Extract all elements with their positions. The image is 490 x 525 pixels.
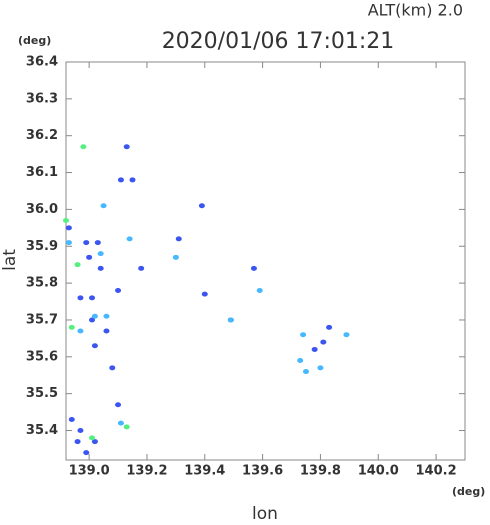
echo-point xyxy=(311,346,318,352)
x-tick-label: 139.2 xyxy=(126,464,167,479)
echo-point xyxy=(65,225,72,231)
echo-point xyxy=(115,287,122,293)
y-tick-label: 35.5 xyxy=(26,386,58,401)
echo-point xyxy=(97,251,104,257)
y-tick-label: 36.4 xyxy=(26,55,58,70)
x-tick-label: 139.8 xyxy=(300,464,341,479)
y-axis-label: lat xyxy=(0,249,20,271)
echo-point xyxy=(300,332,307,338)
echo-point xyxy=(80,144,87,150)
echo-point xyxy=(129,177,136,183)
echo-point xyxy=(83,240,90,246)
echo-point xyxy=(123,424,130,430)
x-tick-label: 140.0 xyxy=(358,464,399,479)
y-tick-label: 36.3 xyxy=(26,91,58,106)
echo-point xyxy=(103,313,110,319)
echo-point xyxy=(89,435,96,441)
echo-point xyxy=(256,287,263,293)
x-tick-label: 139.0 xyxy=(69,464,110,479)
x-unit: (deg) xyxy=(452,485,485,498)
echo-point xyxy=(68,416,75,422)
y-tick-label: 36.0 xyxy=(26,202,58,217)
echo-point xyxy=(297,358,304,363)
y-tick-label: 36.2 xyxy=(26,128,58,143)
echo-point xyxy=(126,236,133,242)
echo-point xyxy=(89,295,96,301)
echo-point xyxy=(115,402,122,408)
echo-point xyxy=(86,254,93,260)
echo-point xyxy=(123,144,130,150)
echo-point xyxy=(89,317,96,323)
chart-title: 2020/01/06 17:01:21 xyxy=(162,29,395,54)
echo-point xyxy=(68,324,75,330)
y-unit: (deg) xyxy=(18,34,51,47)
echo-point xyxy=(97,265,104,271)
echo-point xyxy=(326,324,333,330)
echo-point xyxy=(109,365,116,371)
echo-point xyxy=(117,177,124,183)
echo-point xyxy=(91,343,98,349)
x-tick-label: 139.4 xyxy=(184,464,225,479)
echo-point xyxy=(302,369,309,375)
echo-point xyxy=(103,328,110,334)
echo-point xyxy=(117,420,124,426)
y-tick-label: 35.8 xyxy=(26,276,58,291)
echo-point xyxy=(74,262,81,268)
y-tick-label: 35.4 xyxy=(26,423,58,438)
echo-point xyxy=(100,203,107,209)
echo-point xyxy=(317,365,324,371)
echo-point xyxy=(65,240,72,246)
y-tick-label: 36.1 xyxy=(26,165,58,180)
echo-point xyxy=(138,265,145,271)
y-tick-label: 35.9 xyxy=(26,239,58,254)
echo-point xyxy=(77,328,84,334)
echo-point xyxy=(250,265,257,271)
echo-point xyxy=(74,439,81,445)
echo-point xyxy=(343,332,350,338)
echo-point xyxy=(63,217,69,223)
echo-point xyxy=(198,203,205,209)
echo-point xyxy=(94,240,101,246)
x-tick-label: 139.6 xyxy=(242,464,283,479)
echo-point xyxy=(201,291,208,297)
x-tick-label: 140.2 xyxy=(416,464,457,479)
y-tick-label: 35.7 xyxy=(26,312,58,327)
plot-frame xyxy=(65,61,466,461)
echo-point xyxy=(320,339,327,345)
altitude-label: ALT(km) 2.0 xyxy=(368,1,463,20)
echo-point xyxy=(77,428,84,434)
x-axis-label: lon xyxy=(252,504,278,521)
echo-point xyxy=(227,317,234,323)
y-tick-label: 35.6 xyxy=(26,349,58,364)
echo-point xyxy=(91,313,98,319)
echo-point xyxy=(83,450,90,456)
echo-point xyxy=(172,254,179,260)
echo-point xyxy=(175,236,182,242)
echo-point xyxy=(91,439,98,445)
echo-point xyxy=(77,295,84,301)
